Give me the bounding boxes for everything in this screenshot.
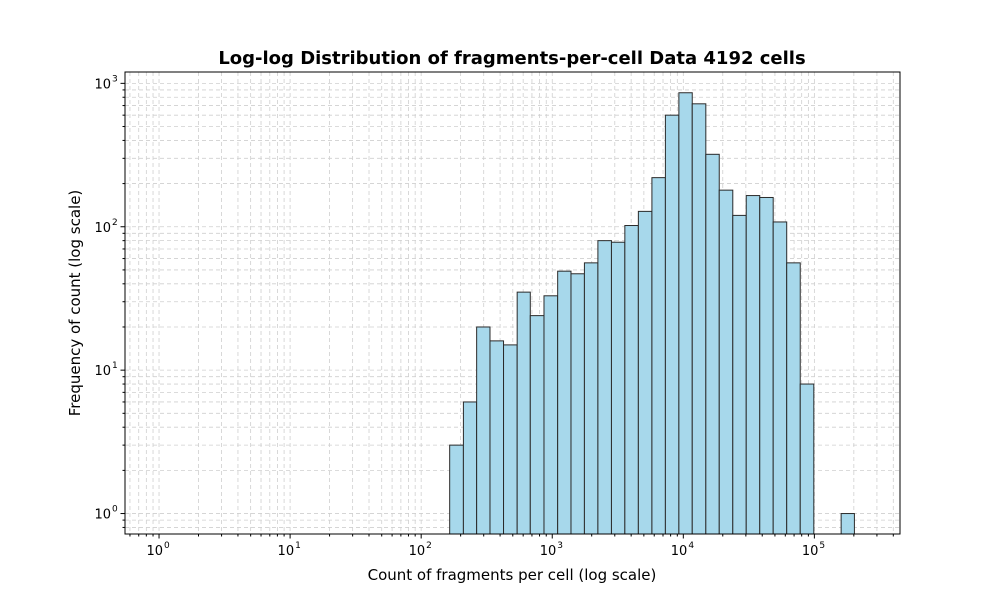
x-axis-label: Count of fragments per cell (log scale) [368,566,657,584]
x-axis-ticks: 10 0 10 1 10 2 10 3 10 4 10 5 [129,534,894,559]
y-tick-exponent: 2 [112,218,118,228]
histogram-bar [449,444,464,535]
histogram-bar [557,270,572,535]
x-tick-exponent: 2 [426,541,432,551]
x-tick-exponent: 5 [819,541,825,551]
histogram-bar [786,262,801,535]
y-tick-exponent: 1 [112,361,118,371]
histogram-bar [691,103,707,535]
x-tick-label: 10 [802,544,819,559]
x-tick-label: 10 [540,544,557,559]
y-tick-exponent: 0 [112,505,118,515]
histogram-bar [718,189,734,535]
y-tick-label: 10 [94,77,111,92]
x-tick-label: 10 [146,544,163,559]
histogram-bar [759,196,774,535]
histogram-bar [651,177,666,535]
histogram-bar [799,383,815,535]
histogram-bar [637,210,653,535]
y-tick-exponent: 3 [112,74,118,84]
x-tick-exponent: 3 [557,541,563,551]
chart-title: Log-log Distribution of fragments-per-ce… [218,48,805,69]
histogram-bar [543,295,559,535]
bars [449,92,855,535]
histogram-bar [570,273,585,535]
histogram-bar [624,225,639,535]
histogram-bar [772,221,788,535]
histogram-bar [476,326,491,535]
histogram-bar [597,240,612,535]
x-tick-exponent: 1 [295,541,301,551]
histogram-bar [664,114,680,535]
histogram-bar [462,401,478,535]
y-tick-label: 10 [94,221,111,236]
histogram-bar [529,315,545,535]
x-tick-exponent: 0 [164,541,170,551]
histogram-bar [745,195,761,535]
histogram-bar [678,92,693,535]
histogram-bar [705,153,720,535]
x-tick-exponent: 4 [688,541,694,551]
x-tick-label: 10 [278,544,295,559]
histogram-bar [583,262,599,535]
histogram-bar [732,214,747,535]
histogram-bar [840,513,855,535]
histogram-bar [489,340,505,535]
y-tick-label: 10 [94,364,111,379]
histogram-bar [610,241,626,535]
x-tick-label: 10 [671,544,688,559]
histogram-bar [516,291,531,535]
histogram-bar [503,344,518,535]
y-axis-label: Frequency of count (log scale) [66,190,84,417]
x-tick-label: 10 [409,544,426,559]
y-tick-label: 10 [94,508,111,523]
